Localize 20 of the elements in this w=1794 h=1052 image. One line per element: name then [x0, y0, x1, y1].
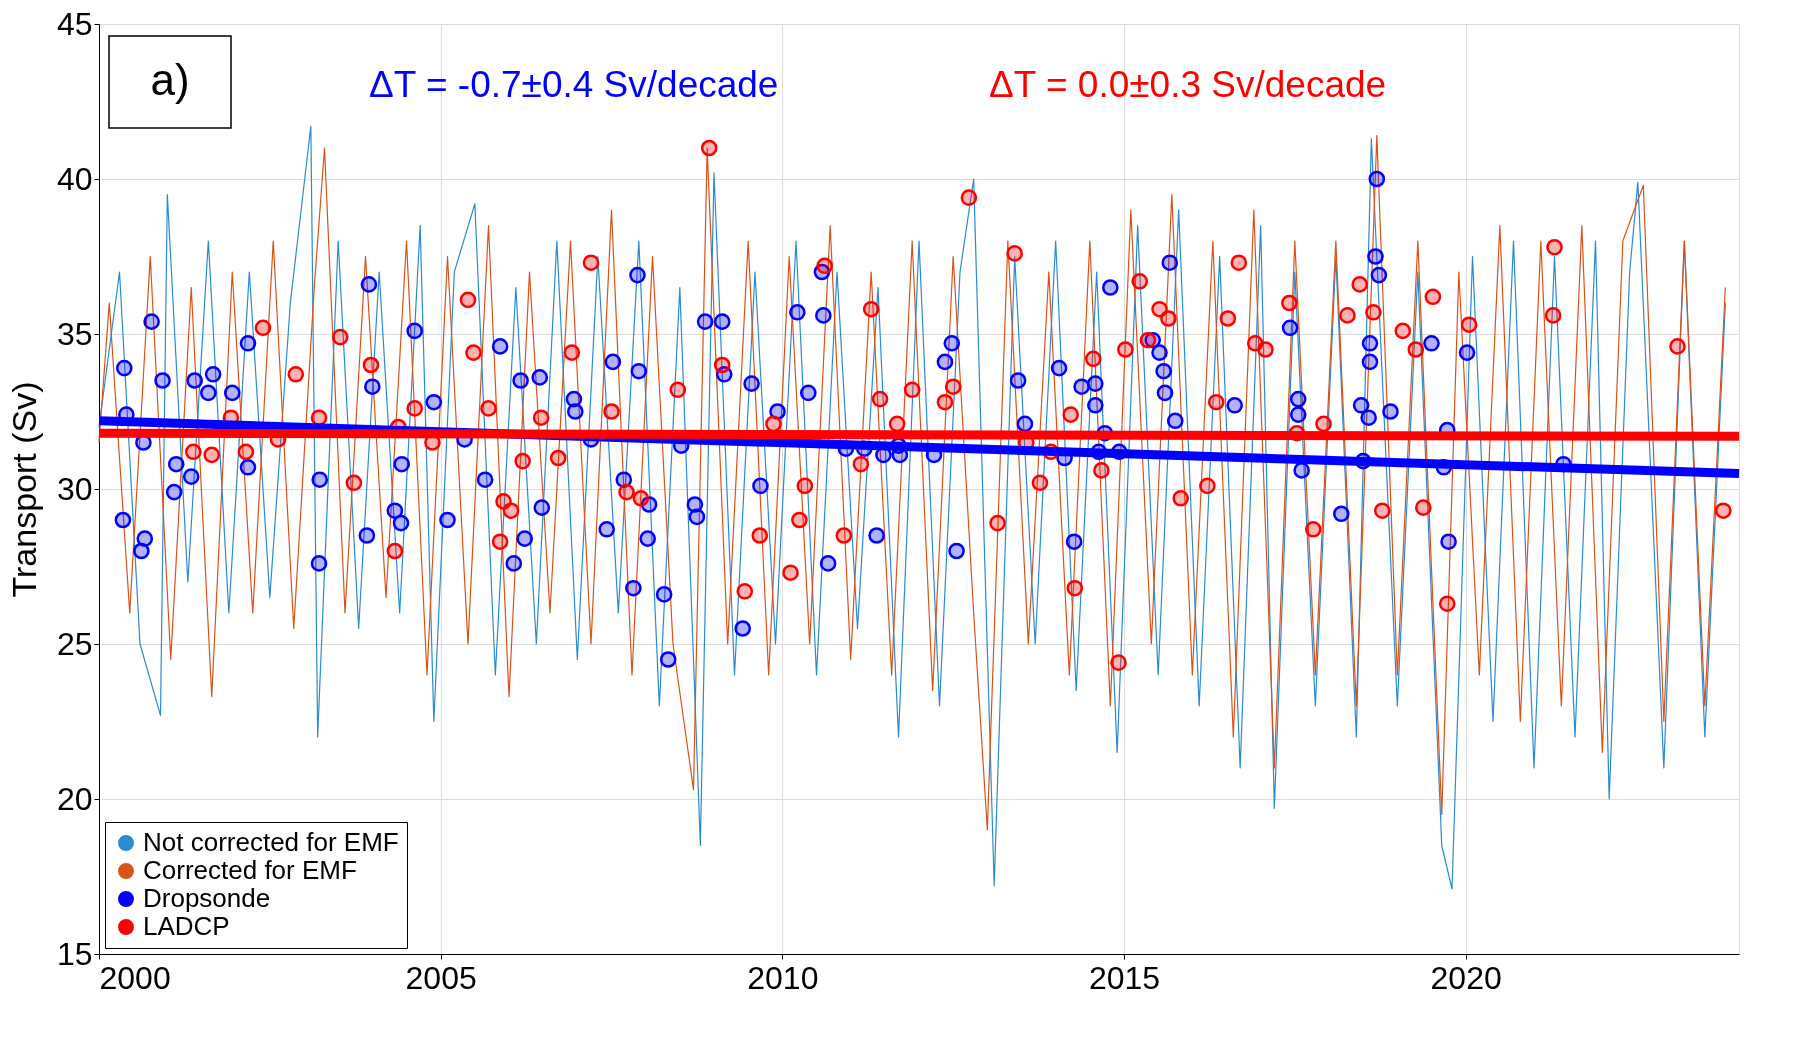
x-tick-label: 2020: [1430, 959, 1502, 996]
annotation: ΔT = 0.0±0.3 Sv/decade: [989, 64, 1387, 105]
legend-label: Corrected for EMF: [143, 855, 357, 885]
y-tick-label: 25: [56, 625, 93, 662]
annotation: a): [150, 55, 190, 104]
legend-label: LADCP: [143, 911, 230, 941]
x-tick-label: 2000: [99, 959, 171, 996]
legend-label: Dropsonde: [143, 883, 271, 913]
x-tick-label: 2010: [747, 959, 819, 996]
y-tick-label: 30: [56, 470, 93, 507]
legend-label: Not corrected for EMF: [143, 827, 399, 857]
y-tick-label: 40: [56, 160, 93, 197]
y-tick-label: 45: [56, 5, 93, 42]
y-tick-label: 35: [56, 315, 93, 352]
y-tick-label: 15: [56, 935, 93, 972]
annotation: ΔT = -0.7±0.4 Sv/decade: [369, 64, 779, 105]
y-axis-title: Transport (Sv): [4, 381, 43, 598]
x-tick-label: 2005: [405, 959, 477, 996]
y-tick-label: 20: [56, 780, 93, 817]
x-tick-label: 2015: [1088, 959, 1161, 996]
